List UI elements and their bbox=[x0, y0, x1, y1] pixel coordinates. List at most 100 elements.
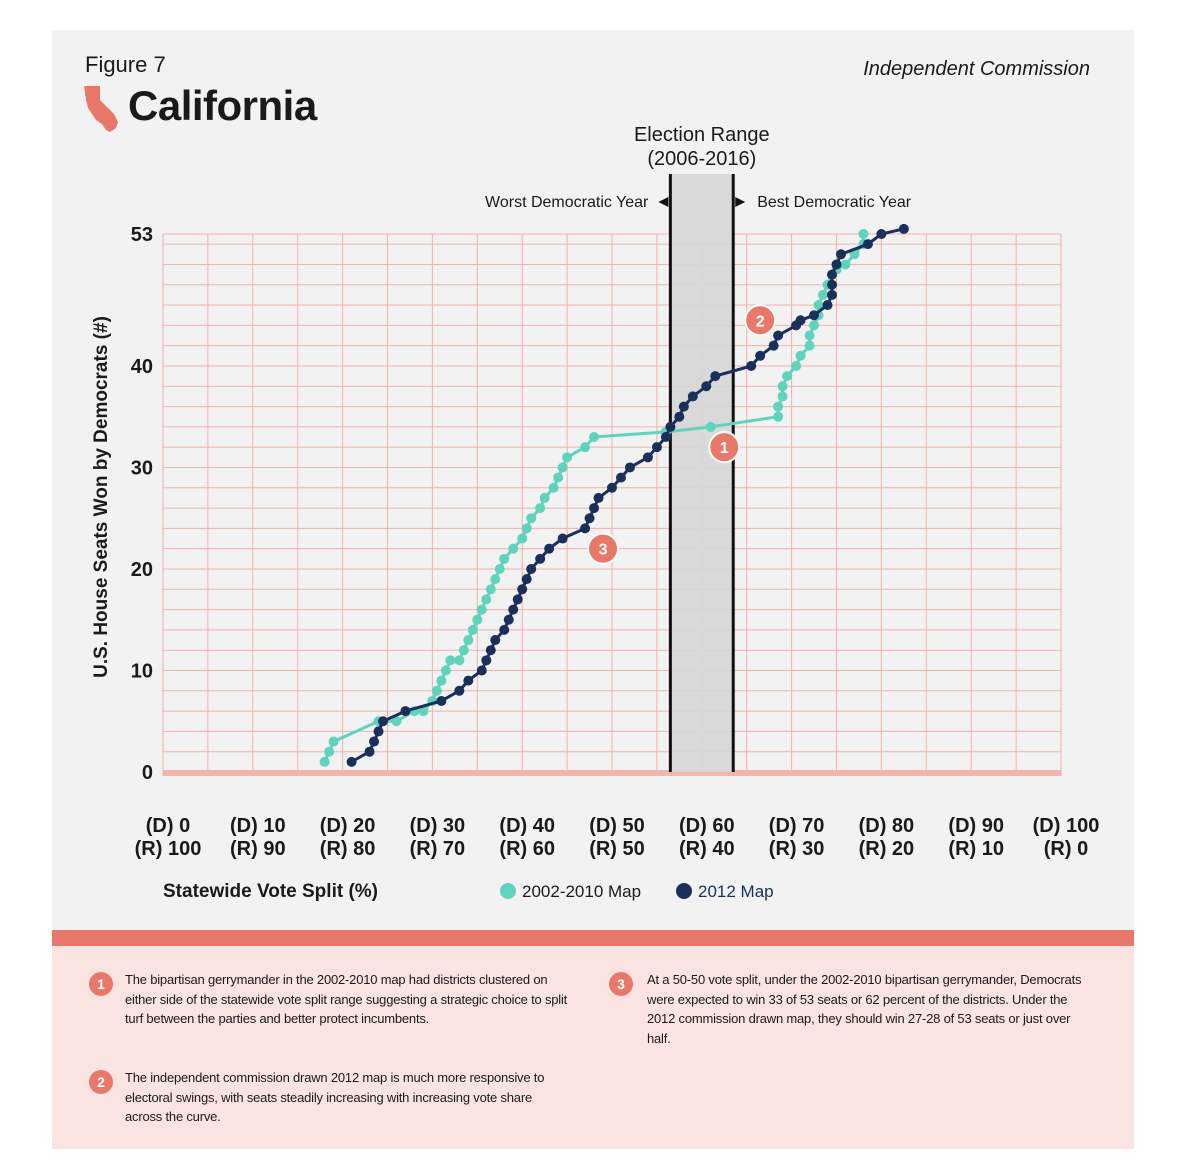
note-2-text: The independent commission drawn 2012 ma… bbox=[125, 1070, 545, 1124]
x-tick-label-dem: (D) 40 bbox=[499, 815, 555, 837]
note-1-text: The bipartisan gerrymander in the 2002-2… bbox=[125, 972, 568, 1026]
x-tick-label-rep: (R) 70 bbox=[410, 838, 466, 860]
data-point bbox=[701, 381, 712, 392]
data-point bbox=[539, 492, 550, 503]
annotation-number: 2 bbox=[756, 313, 765, 330]
data-point bbox=[490, 635, 501, 646]
california-icon bbox=[84, 86, 118, 132]
data-point bbox=[481, 655, 492, 666]
x-tick-label-dem: (D) 80 bbox=[859, 815, 915, 837]
data-point bbox=[827, 289, 838, 300]
x-axis-label: Statewide Vote Split (%) bbox=[163, 881, 378, 902]
chart-grid bbox=[162, 233, 1062, 776]
legend-marker bbox=[676, 883, 692, 899]
data-point bbox=[557, 462, 568, 473]
x-tick-label-rep: (R) 90 bbox=[230, 838, 286, 860]
y-tick-label: 30 bbox=[131, 457, 153, 479]
data-point bbox=[876, 229, 887, 239]
data-point bbox=[782, 371, 793, 382]
data-point bbox=[705, 421, 716, 432]
legend-marker bbox=[500, 883, 516, 899]
data-point bbox=[445, 655, 456, 666]
data-point bbox=[804, 330, 815, 341]
data-point bbox=[809, 310, 820, 321]
election-range-band bbox=[670, 174, 734, 772]
x-tick-label-dem: (D) 100 bbox=[1033, 815, 1100, 837]
data-point bbox=[687, 391, 698, 402]
note-1-marker: 1 bbox=[89, 972, 113, 996]
annotation-number: 3 bbox=[599, 542, 608, 559]
data-point bbox=[835, 249, 846, 260]
note-3-text: At a 50-50 vote split, under the 2002-20… bbox=[647, 972, 1082, 1046]
data-point bbox=[364, 746, 375, 757]
data-point bbox=[773, 411, 784, 422]
notes-panel: 1 The bipartisan gerrymander in the 2002… bbox=[52, 946, 1134, 1149]
series-line bbox=[350, 227, 905, 764]
data-point bbox=[521, 523, 532, 534]
x-tick-label-dem: (D) 90 bbox=[948, 815, 1004, 837]
note-3-marker: 3 bbox=[609, 972, 633, 996]
data-point bbox=[508, 543, 519, 554]
best-year-arrow bbox=[735, 197, 746, 207]
series-2012-map bbox=[346, 223, 909, 767]
data-point bbox=[485, 645, 496, 656]
worst-year-arrow bbox=[658, 197, 669, 207]
data-point bbox=[777, 381, 788, 392]
x-tick-label-rep: (R) 60 bbox=[499, 838, 555, 860]
data-point bbox=[642, 452, 653, 463]
x-tick-label-rep: (R) 50 bbox=[589, 838, 645, 860]
data-point bbox=[463, 635, 474, 646]
data-point bbox=[862, 239, 873, 250]
data-point bbox=[773, 401, 784, 412]
worst-year-label: Worst Democratic Year bbox=[485, 194, 649, 211]
data-point bbox=[458, 645, 469, 656]
x-tick-label-rep: (R) 100 bbox=[135, 838, 202, 860]
data-point bbox=[624, 462, 635, 473]
data-point bbox=[499, 624, 510, 635]
data-point bbox=[521, 574, 532, 585]
data-point bbox=[378, 716, 389, 727]
data-point bbox=[328, 736, 339, 747]
data-point bbox=[678, 401, 689, 412]
data-point bbox=[454, 685, 465, 696]
data-point bbox=[562, 452, 573, 463]
election-range-years: (2006-2016) bbox=[647, 148, 756, 170]
data-point bbox=[418, 706, 429, 717]
data-point bbox=[818, 289, 829, 300]
data-point bbox=[535, 553, 546, 564]
data-point bbox=[346, 756, 357, 767]
data-point bbox=[768, 340, 779, 351]
data-point bbox=[526, 563, 537, 574]
y-tick-label: 53 bbox=[131, 224, 153, 246]
data-point bbox=[431, 685, 442, 696]
legend-label: 2012 Map bbox=[698, 882, 774, 901]
data-point bbox=[467, 624, 478, 635]
data-point bbox=[481, 594, 492, 605]
figure-panel bbox=[52, 30, 1134, 930]
data-point bbox=[584, 513, 595, 524]
data-point bbox=[827, 279, 838, 290]
annotation-marker bbox=[708, 431, 741, 464]
data-point bbox=[822, 300, 833, 311]
data-point bbox=[535, 503, 546, 514]
x-axis-baseline bbox=[163, 770, 1061, 776]
data-point bbox=[436, 695, 447, 706]
data-point bbox=[795, 350, 806, 361]
data-point bbox=[476, 604, 487, 615]
figure-label: Figure 7 bbox=[85, 52, 166, 77]
y-axis-label: U.S. House Seats Won by Democrats (#) bbox=[91, 316, 112, 678]
y-tick-label: 0 bbox=[142, 762, 153, 784]
election-range-title: Election Range bbox=[634, 124, 770, 146]
data-point bbox=[463, 675, 474, 686]
state-title: California bbox=[128, 82, 317, 129]
data-point bbox=[840, 259, 851, 270]
data-point bbox=[319, 756, 330, 767]
x-tick-label-dem: (D) 60 bbox=[679, 815, 735, 837]
x-tick-label-dem: (D) 30 bbox=[410, 815, 466, 837]
annotation-marker bbox=[587, 532, 620, 565]
data-point bbox=[436, 675, 447, 686]
data-point bbox=[651, 442, 662, 453]
data-point bbox=[369, 736, 380, 747]
x-tick-label-dem: (D) 20 bbox=[320, 815, 376, 837]
y-tick-label: 10 bbox=[131, 660, 153, 682]
